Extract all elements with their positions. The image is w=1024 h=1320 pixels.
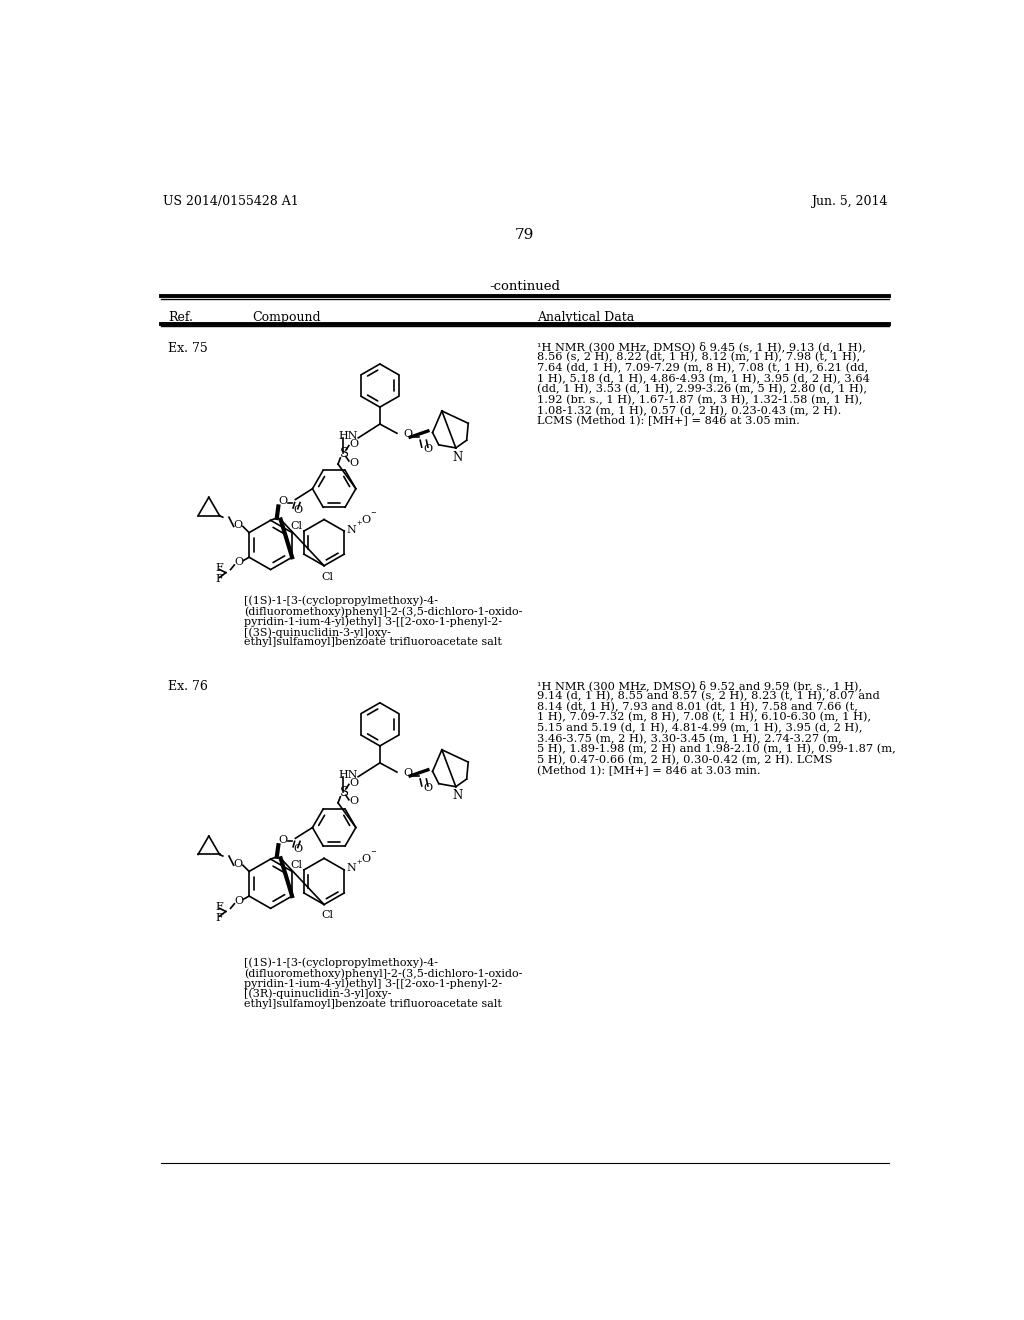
Text: US 2014/0155428 A1: US 2014/0155428 A1 [163, 195, 299, 209]
Text: Compound: Compound [252, 312, 321, 323]
Text: Analytical Data: Analytical Data [538, 312, 635, 323]
Text: 79: 79 [515, 227, 535, 242]
Text: 1.08-1.32 (m, 1 H), 0.57 (d, 2 H), 0.23-0.43 (m, 2 H).: 1.08-1.32 (m, 1 H), 0.57 (d, 2 H), 0.23-… [538, 405, 842, 416]
Text: 5.15 and 5.19 (d, 1 H), 4.81-4.99 (m, 1 H), 3.95 (d, 2 H),: 5.15 and 5.19 (d, 1 H), 4.81-4.99 (m, 1 … [538, 723, 862, 734]
Text: (difluoromethoxy)phenyl]-2-(3,5-dichloro-1-oxido-: (difluoromethoxy)phenyl]-2-(3,5-dichloro… [245, 606, 522, 616]
Text: N: N [453, 450, 463, 463]
Text: (difluoromethoxy)phenyl]-2-(3,5-dichloro-1-oxido-: (difluoromethoxy)phenyl]-2-(3,5-dichloro… [245, 968, 522, 978]
Text: 5 H), 0.47-0.66 (m, 2 H), 0.30-0.42 (m, 2 H). LCMS: 5 H), 0.47-0.66 (m, 2 H), 0.30-0.42 (m, … [538, 755, 833, 766]
Text: 5 H), 1.89-1.98 (m, 2 H) and 1.98-2.10 (m, 1 H), 0.99-1.87 (m,: 5 H), 1.89-1.98 (m, 2 H) and 1.98-2.10 (… [538, 744, 896, 755]
Text: O: O [233, 859, 243, 869]
Text: 1 H), 7.09-7.32 (m, 8 H), 7.08 (t, 1 H), 6.10-6.30 (m, 1 H),: 1 H), 7.09-7.32 (m, 8 H), 7.08 (t, 1 H),… [538, 713, 871, 722]
Text: O: O [279, 496, 288, 506]
Text: $^+$: $^+$ [355, 520, 364, 529]
Text: F: F [215, 912, 223, 923]
Text: O: O [234, 557, 244, 566]
Text: Cl: Cl [290, 521, 302, 532]
Text: [(1S)-1-[3-(cyclopropylmethoxy)-4-: [(1S)-1-[3-(cyclopropylmethoxy)-4- [245, 595, 438, 606]
Text: ¹H NMR (300 MHz, DMSO) δ 9.52 and 9.59 (br. s., 1 H),: ¹H NMR (300 MHz, DMSO) δ 9.52 and 9.59 (… [538, 681, 862, 692]
Text: 1.92 (br. s., 1 H), 1.67-1.87 (m, 3 H), 1.32-1.58 (m, 1 H),: 1.92 (br. s., 1 H), 1.67-1.87 (m, 3 H), … [538, 395, 862, 405]
Text: O: O [233, 520, 243, 529]
Text: O: O [403, 429, 413, 440]
Text: $^+$: $^+$ [355, 859, 364, 869]
Text: O: O [349, 777, 358, 788]
Text: Cl: Cl [290, 861, 302, 870]
Text: Cl: Cl [321, 911, 333, 920]
Text: O: O [294, 506, 303, 515]
Text: [(3S)-quinuclidin-3-yl]oxy-: [(3S)-quinuclidin-3-yl]oxy- [245, 627, 391, 638]
Text: O: O [423, 783, 432, 793]
Text: O: O [294, 843, 303, 854]
Text: pyridin-1-ium-4-yl)ethyl] 3-[[2-oxo-1-phenyl-2-: pyridin-1-ium-4-yl)ethyl] 3-[[2-oxo-1-ph… [245, 978, 503, 989]
Text: 7.64 (dd, 1 H), 7.09-7.29 (m, 8 H), 7.08 (t, 1 H), 6.21 (dd,: 7.64 (dd, 1 H), 7.09-7.29 (m, 8 H), 7.08… [538, 363, 868, 374]
Text: Ex. 76: Ex. 76 [168, 681, 208, 693]
Text: O: O [279, 834, 288, 845]
Text: 1 H), 5.18 (d, 1 H), 4.86-4.93 (m, 1 H), 3.95 (d, 2 H), 3.64: 1 H), 5.18 (d, 1 H), 4.86-4.93 (m, 1 H),… [538, 374, 870, 384]
Text: $^{-}$: $^{-}$ [370, 511, 377, 520]
Text: 8.56 (s, 2 H), 8.22 (dt, 1 H), 8.12 (m, 1 H), 7.98 (t, 1 H),: 8.56 (s, 2 H), 8.22 (dt, 1 H), 8.12 (m, … [538, 352, 860, 363]
Text: Ref.: Ref. [168, 312, 194, 323]
Text: F: F [215, 574, 223, 583]
Text: Cl: Cl [321, 572, 333, 582]
Text: (Method 1): [MH+] = 846 at 3.03 min.: (Method 1): [MH+] = 846 at 3.03 min. [538, 766, 761, 776]
Text: N: N [346, 863, 356, 874]
Text: pyridin-1-ium-4-yl)ethyl] 3-[[2-oxo-1-phenyl-2-: pyridin-1-ium-4-yl)ethyl] 3-[[2-oxo-1-ph… [245, 616, 503, 627]
Text: S: S [340, 785, 349, 799]
Text: Jun. 5, 2014: Jun. 5, 2014 [811, 195, 888, 209]
Text: F: F [215, 564, 223, 573]
Text: 3.46-3.75 (m, 2 H), 3.30-3.45 (m, 1 H), 2.74-3.27 (m,: 3.46-3.75 (m, 2 H), 3.30-3.45 (m, 1 H), … [538, 734, 842, 744]
Text: O: O [361, 854, 371, 865]
Text: (dd, 1 H), 3.53 (d, 1 H), 2.99-3.26 (m, 5 H), 2.80 (d, 1 H),: (dd, 1 H), 3.53 (d, 1 H), 2.99-3.26 (m, … [538, 384, 867, 395]
Text: O: O [403, 768, 413, 777]
Text: O: O [349, 458, 358, 467]
Text: 8.14 (dt, 1 H), 7.93 and 8.01 (dt, 1 H), 7.58 and 7.66 (t,: 8.14 (dt, 1 H), 7.93 and 8.01 (dt, 1 H),… [538, 702, 858, 711]
Text: [(1S)-1-[3-(cyclopropylmethoxy)-4-: [(1S)-1-[3-(cyclopropylmethoxy)-4- [245, 958, 438, 969]
Text: -continued: -continued [489, 280, 560, 293]
Text: ethyl]sulfamoyl]benzoate trifluoroacetate salt: ethyl]sulfamoyl]benzoate trifluoroacetat… [245, 999, 502, 1010]
Text: O: O [423, 445, 432, 454]
Text: ethyl]sulfamoyl]benzoate trifluoroacetate salt: ethyl]sulfamoyl]benzoate trifluoroacetat… [245, 638, 502, 647]
Text: Ex. 75: Ex. 75 [168, 342, 208, 355]
Text: O: O [349, 440, 358, 449]
Text: [(3R)-quinuclidin-3-yl]oxy-: [(3R)-quinuclidin-3-yl]oxy- [245, 989, 392, 999]
Text: 9.14 (d, 1 H), 8.55 and 8.57 (s, 2 H), 8.23 (t, 1 H), 8.07 and: 9.14 (d, 1 H), 8.55 and 8.57 (s, 2 H), 8… [538, 692, 880, 701]
Text: HN: HN [338, 432, 357, 441]
Text: N: N [346, 524, 356, 535]
Text: ¹H NMR (300 MHz, DMSO) δ 9.45 (s, 1 H), 9.13 (d, 1 H),: ¹H NMR (300 MHz, DMSO) δ 9.45 (s, 1 H), … [538, 342, 866, 352]
Text: F: F [215, 902, 223, 912]
Text: O: O [349, 796, 358, 807]
Text: $^{-}$: $^{-}$ [370, 850, 377, 859]
Text: S: S [340, 446, 349, 459]
Text: N: N [453, 789, 463, 803]
Text: LCMS (Method 1): [MH+] = 846 at 3.05 min.: LCMS (Method 1): [MH+] = 846 at 3.05 min… [538, 416, 800, 426]
Text: HN: HN [338, 770, 357, 780]
Text: O: O [361, 515, 371, 525]
Text: O: O [234, 896, 244, 906]
